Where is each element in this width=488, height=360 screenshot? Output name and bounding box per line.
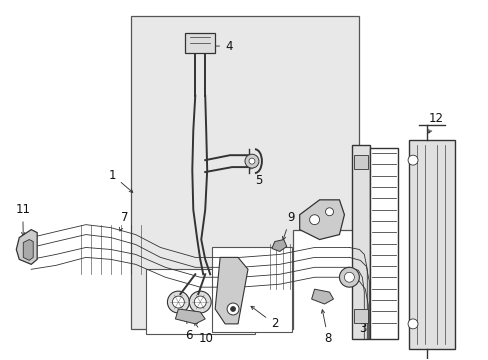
Bar bbox=[354, 309, 367, 323]
Polygon shape bbox=[271, 239, 286, 251]
Text: 12: 12 bbox=[428, 112, 443, 133]
Text: 11: 11 bbox=[15, 203, 30, 236]
Bar bbox=[145, 269, 254, 334]
Polygon shape bbox=[23, 239, 33, 260]
Text: 5: 5 bbox=[250, 166, 262, 186]
Circle shape bbox=[172, 296, 184, 308]
Circle shape bbox=[167, 291, 189, 313]
Circle shape bbox=[309, 215, 319, 225]
Circle shape bbox=[344, 272, 354, 282]
Circle shape bbox=[194, 296, 206, 308]
Circle shape bbox=[339, 267, 359, 287]
Bar bbox=[369, 148, 397, 339]
Circle shape bbox=[244, 154, 258, 168]
Circle shape bbox=[226, 303, 239, 315]
Text: 8: 8 bbox=[321, 310, 331, 345]
Bar bbox=[408, 140, 454, 349]
Text: 4: 4 bbox=[203, 40, 232, 53]
Circle shape bbox=[230, 306, 235, 311]
Text: 9: 9 bbox=[282, 211, 294, 240]
Bar bbox=[354, 155, 367, 169]
Bar bbox=[212, 247, 291, 332]
Polygon shape bbox=[16, 230, 37, 264]
Text: 1: 1 bbox=[108, 168, 132, 192]
Text: 10: 10 bbox=[194, 322, 213, 345]
Bar bbox=[185, 33, 215, 53]
Circle shape bbox=[325, 208, 333, 216]
Text: 6: 6 bbox=[184, 318, 192, 342]
Circle shape bbox=[407, 155, 417, 165]
Polygon shape bbox=[130, 16, 359, 329]
Polygon shape bbox=[175, 309, 205, 324]
Text: 3: 3 bbox=[355, 314, 366, 336]
Circle shape bbox=[189, 291, 211, 313]
Polygon shape bbox=[215, 257, 247, 324]
Text: 2: 2 bbox=[250, 306, 278, 330]
Polygon shape bbox=[299, 200, 344, 239]
Text: 7: 7 bbox=[119, 211, 128, 231]
Circle shape bbox=[248, 158, 254, 164]
Polygon shape bbox=[311, 289, 333, 304]
Circle shape bbox=[407, 319, 417, 329]
Bar bbox=[352, 145, 369, 339]
